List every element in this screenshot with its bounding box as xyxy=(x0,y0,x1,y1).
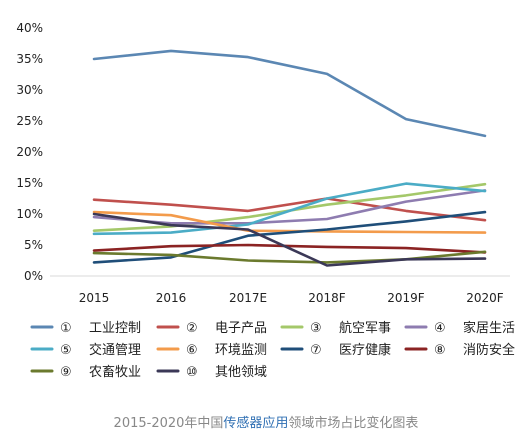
series-line-5 xyxy=(92,182,487,236)
legend-label: 工业控制 xyxy=(89,321,141,336)
legend-label: 航空军事 xyxy=(339,320,391,336)
chart-axes: 0% 5% 10% 15% 20% 25% 30% 35% 40% 2015 2016 2017E 20… xyxy=(16,21,510,305)
legend-marker: ⑤ xyxy=(60,343,72,358)
chart-legend: ① 工业控制 ② 电子产品 ③ 航空军事 ④ 家居生活 ⑤ 交通管理 ⑥ 环境监测 ⑦ 医疗健康 ⑧ 消防安全… xyxy=(30,320,515,380)
legend-item-1: ① 工业控制 xyxy=(30,321,141,336)
legend-marker: ⑨ xyxy=(60,365,72,380)
series-line-8 xyxy=(92,243,487,254)
legend-label: 电子产品 xyxy=(215,321,267,336)
legend-item-2: ② 电子产品 xyxy=(156,321,267,336)
legend-label: 其他领域 xyxy=(215,365,267,380)
legend-item-3: ③ 航空军事 xyxy=(280,320,391,336)
legend-item-5: ⑤ 交通管理 xyxy=(30,342,141,358)
x-tick-label: 2020F xyxy=(466,291,504,305)
y-tick-label: 5% xyxy=(24,238,43,252)
legend-marker: ⑧ xyxy=(434,343,446,358)
chart-caption: 2015-2020年中国传感器应用领域市场占比变化图表 xyxy=(0,412,532,431)
caption-prefix: 2015-2020年中国 xyxy=(113,416,224,431)
legend-label: 家居生活 xyxy=(463,320,515,336)
x-tick-label: 2019F xyxy=(387,291,425,305)
y-tick-label: 0% xyxy=(24,269,43,283)
legend-label: 医疗健康 xyxy=(339,342,391,358)
series-line-1 xyxy=(92,49,487,138)
series-line-2 xyxy=(92,197,487,222)
x-tick-label: 2016 xyxy=(156,291,187,305)
chart-series-lines xyxy=(92,49,487,267)
legend-label: 消防安全 xyxy=(463,342,515,358)
legend-item-6: ⑥ 环境监测 xyxy=(156,343,267,358)
y-tick-label: 25% xyxy=(16,114,43,128)
legend-marker: ② xyxy=(186,321,198,336)
legend-marker: ④ xyxy=(434,321,446,336)
legend-marker: ① xyxy=(60,321,72,336)
legend-label: 环境监测 xyxy=(215,343,267,358)
caption-suffix: 领域市场占比变化图表 xyxy=(288,416,419,431)
series-line-9 xyxy=(92,250,487,264)
y-tick-label: 20% xyxy=(16,145,43,159)
series-line-6 xyxy=(92,210,487,234)
legend-marker: ⑥ xyxy=(186,343,198,358)
y-tick-label: 40% xyxy=(16,21,43,35)
legend-item-7: ⑦ 医疗健康 xyxy=(280,342,391,358)
caption-highlight-link[interactable]: 传感器应用 xyxy=(223,416,289,431)
y-tick-label: 35% xyxy=(16,52,43,66)
legend-marker: ⑩ xyxy=(186,365,198,380)
series-line-7 xyxy=(92,210,487,264)
x-tick-label: 2018F xyxy=(308,291,346,305)
legend-item-4: ④ 家居生活 xyxy=(404,320,515,336)
legend-label: 交通管理 xyxy=(89,342,141,358)
y-tick-label: 15% xyxy=(16,176,43,190)
x-tick-label: 2015 xyxy=(79,291,110,305)
legend-item-10: ⑩ 其他领域 xyxy=(156,365,267,380)
series-line-10 xyxy=(92,212,487,267)
legend-label: 农畜牧业 xyxy=(89,364,141,380)
legend-marker: ③ xyxy=(310,321,322,336)
legend-item-8: ⑧ 消防安全 xyxy=(404,342,515,358)
y-tick-label: 30% xyxy=(16,83,43,97)
legend-item-9: ⑨ 农畜牧业 xyxy=(30,364,141,380)
y-tick-label: 10% xyxy=(16,207,43,221)
x-tick-label: 2017E xyxy=(229,291,267,305)
legend-marker: ⑦ xyxy=(310,343,322,358)
